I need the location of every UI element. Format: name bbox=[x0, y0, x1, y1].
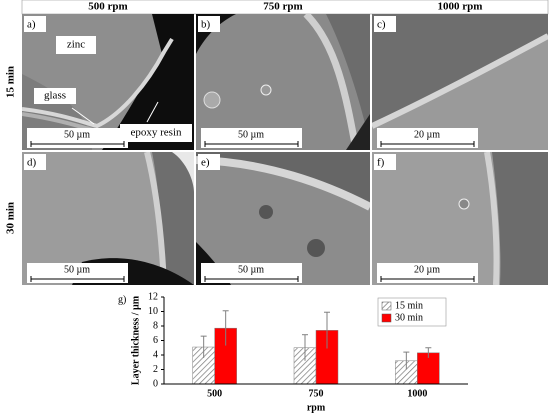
panel-label-box bbox=[198, 16, 220, 32]
panel-label-box bbox=[198, 154, 220, 170]
row-header: 30 min bbox=[5, 202, 17, 234]
panel-label-box bbox=[374, 154, 396, 170]
annotation-box bbox=[120, 124, 192, 142]
legend-swatch bbox=[381, 313, 392, 323]
x-axis-label: rpm bbox=[307, 402, 326, 413]
y-tick-label: 4 bbox=[153, 349, 158, 360]
column-header: 1000 rpm bbox=[438, 1, 483, 13]
panel-label: f) bbox=[377, 157, 385, 169]
scale-bar-box bbox=[27, 128, 128, 148]
scale-bar-label: 50 µm bbox=[64, 129, 90, 140]
sem-image bbox=[196, 14, 370, 150]
y-tick-label: 6 bbox=[153, 335, 158, 346]
legend-label: 15 min bbox=[395, 300, 423, 311]
y-tick-label: 8 bbox=[153, 320, 158, 331]
column-header: 500 rpm bbox=[88, 1, 127, 13]
panel-label: g) bbox=[118, 294, 126, 305]
panel-label: a) bbox=[27, 19, 36, 31]
panel-label: c) bbox=[377, 19, 386, 31]
legend-label: 30 min bbox=[395, 312, 423, 323]
panel-label-box bbox=[24, 16, 46, 32]
scale-bar-label: 50 µm bbox=[238, 129, 264, 140]
panel-label: e) bbox=[201, 157, 210, 169]
annotation-box bbox=[34, 88, 76, 104]
scale-bar-box bbox=[377, 128, 478, 148]
annotation-box bbox=[56, 36, 96, 54]
scale-bar-box bbox=[377, 263, 478, 283]
panel-label-box bbox=[24, 154, 46, 170]
sem-image bbox=[22, 152, 194, 285]
scale-bar-box bbox=[201, 128, 302, 148]
sem-image bbox=[196, 152, 370, 285]
annotation: zinc bbox=[67, 39, 85, 51]
x-tick-label: 750 bbox=[309, 388, 324, 399]
y-tick-label: 2 bbox=[153, 364, 158, 375]
sem-image bbox=[372, 152, 548, 285]
row-header: 15 min bbox=[5, 66, 17, 98]
column-header: 750 rpm bbox=[263, 1, 302, 13]
y-tick-label: 10 bbox=[148, 306, 158, 317]
legend-swatch bbox=[381, 301, 392, 311]
panel-label: d) bbox=[27, 157, 37, 169]
x-tick-label: 500 bbox=[207, 388, 222, 399]
scale-bar-label: 50 µm bbox=[238, 264, 264, 275]
scale-bar-label: 20 µm bbox=[414, 264, 440, 275]
sem-image bbox=[372, 14, 548, 150]
scale-bar-label: 20 µm bbox=[414, 129, 440, 140]
scale-bar-box bbox=[201, 263, 302, 283]
panel-label: b) bbox=[201, 19, 211, 31]
scale-bar-box bbox=[27, 263, 128, 283]
annotation: epoxy resin bbox=[130, 127, 182, 139]
x-tick-label: 1000 bbox=[407, 388, 427, 399]
y-tick-label: 0 bbox=[153, 378, 158, 389]
panel-label-box bbox=[374, 16, 396, 32]
scale-bar-label: 50 µm bbox=[64, 264, 90, 275]
y-axis-label: Layer thickness / µm bbox=[130, 295, 141, 385]
annotation: glass bbox=[44, 90, 66, 102]
y-tick-label: 12 bbox=[148, 291, 158, 302]
